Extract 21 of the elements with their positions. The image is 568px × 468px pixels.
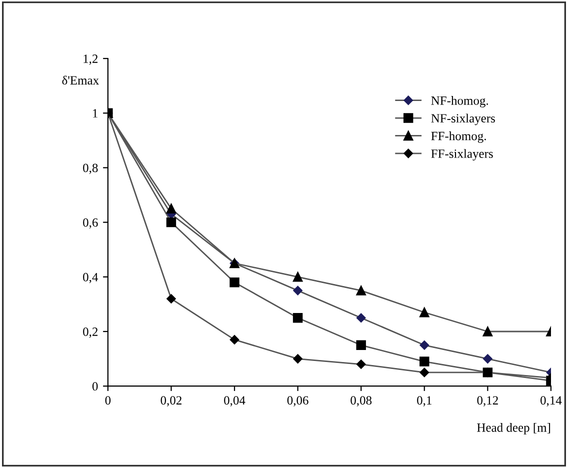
y-tick-label: 0 bbox=[92, 382, 98, 391]
y-tick-label: 0,8 bbox=[83, 164, 98, 174]
y-tick-label: 0,6 bbox=[83, 218, 98, 229]
x-tick-label: 0,08 bbox=[350, 396, 372, 406]
y-tick-label: 1 bbox=[93, 109, 98, 118]
legend-label: NF-sixlayers bbox=[431, 114, 495, 126]
legend-label: NF-homog. bbox=[431, 96, 488, 108]
x-axis-title: Head deep [m] bbox=[477, 423, 550, 434]
y-tick-label: 0,4 bbox=[83, 272, 98, 284]
y-axis-title: δ'Emax bbox=[62, 76, 99, 85]
x-tick-label: 0,1 bbox=[417, 396, 432, 406]
legend-label: FF-homog. bbox=[431, 131, 486, 143]
y-tick-label: 1,2 bbox=[84, 54, 98, 65]
x-tick-label: 0,14 bbox=[540, 396, 562, 406]
x-tick-label: 0,04 bbox=[224, 396, 246, 406]
x-tick-label: 0,12 bbox=[477, 396, 498, 406]
legend-label: FF-sixlayers bbox=[431, 149, 493, 160]
y-tick-label: 0,2 bbox=[83, 328, 98, 338]
x-tick-label: 0,06 bbox=[287, 396, 308, 406]
x-tick-label: 0,02 bbox=[160, 396, 182, 406]
x-tick-label: 0 bbox=[105, 396, 111, 405]
